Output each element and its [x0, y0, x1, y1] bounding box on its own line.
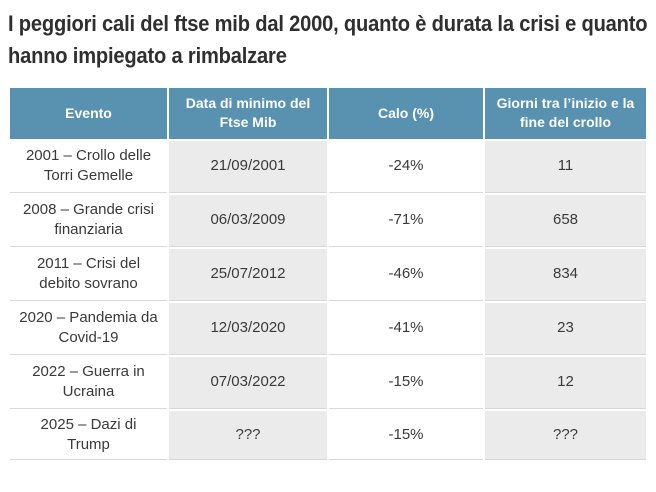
table-row: 2011 – Crisi del debito sovrano 25/07/20…: [10, 248, 646, 301]
event-cell: 2011 – Crisi del debito sovrano: [10, 248, 167, 301]
days-cell: 834: [485, 248, 646, 301]
infographic-page: I peggiori cali del ftse mib dal 2000, q…: [0, 8, 656, 492]
header-cell-giorni: Giorni tra l’inizio e la fine del crollo: [485, 87, 646, 139]
table-row: 2008 – Grande crisi finanziaria 06/03/20…: [10, 194, 646, 247]
days-cell: ???: [485, 410, 646, 461]
table-row: 2025 – Dazi di Trump ??? -15% ???: [10, 410, 646, 461]
drop-cell: -15%: [329, 410, 483, 461]
event-cell: 2008 – Grande crisi finanziaria: [10, 194, 167, 247]
table-row: 2022 – Guerra in Ucraina 07/03/2022 -15%…: [10, 356, 646, 409]
drop-cell: -24%: [329, 140, 483, 193]
ftse-mib-crash-table: Evento Data di minimo del Ftse Mib Calo …: [8, 85, 648, 463]
event-cell: 2022 – Guerra in Ucraina: [10, 356, 167, 409]
date-cell: 21/09/2001: [169, 140, 327, 193]
date-cell: 25/07/2012: [169, 248, 327, 301]
header-cell-evento: Evento: [10, 87, 167, 139]
event-cell: 2020 – Pandemia da Covid-19: [10, 302, 167, 355]
date-cell: 07/03/2022: [169, 356, 327, 409]
days-cell: 12: [485, 356, 646, 409]
event-cell: 2025 – Dazi di Trump: [10, 410, 167, 461]
header-cell-data-minimo: Data di minimo del Ftse Mib: [169, 87, 327, 139]
days-cell: 23: [485, 302, 646, 355]
table-header-row: Evento Data di minimo del Ftse Mib Calo …: [10, 87, 646, 139]
drop-cell: -41%: [329, 302, 483, 355]
days-cell: 658: [485, 194, 646, 247]
drop-cell: -71%: [329, 194, 483, 247]
infographic-title: I peggiori cali del ftse mib dal 2000, q…: [8, 11, 648, 68]
days-cell: 11: [485, 140, 646, 193]
date-cell: ???: [169, 410, 327, 461]
event-cell: 2001 – Crollo delle Torri Gemelle: [10, 140, 167, 193]
table-row: 2020 – Pandemia da Covid-19 12/03/2020 -…: [10, 302, 646, 355]
drop-cell: -15%: [329, 356, 483, 409]
table-row: 2001 – Crollo delle Torri Gemelle 21/09/…: [10, 140, 646, 193]
date-cell: 06/03/2009: [169, 194, 327, 247]
drop-cell: -46%: [329, 248, 483, 301]
date-cell: 12/03/2020: [169, 302, 327, 355]
header-cell-calo: Calo (%): [329, 87, 483, 139]
